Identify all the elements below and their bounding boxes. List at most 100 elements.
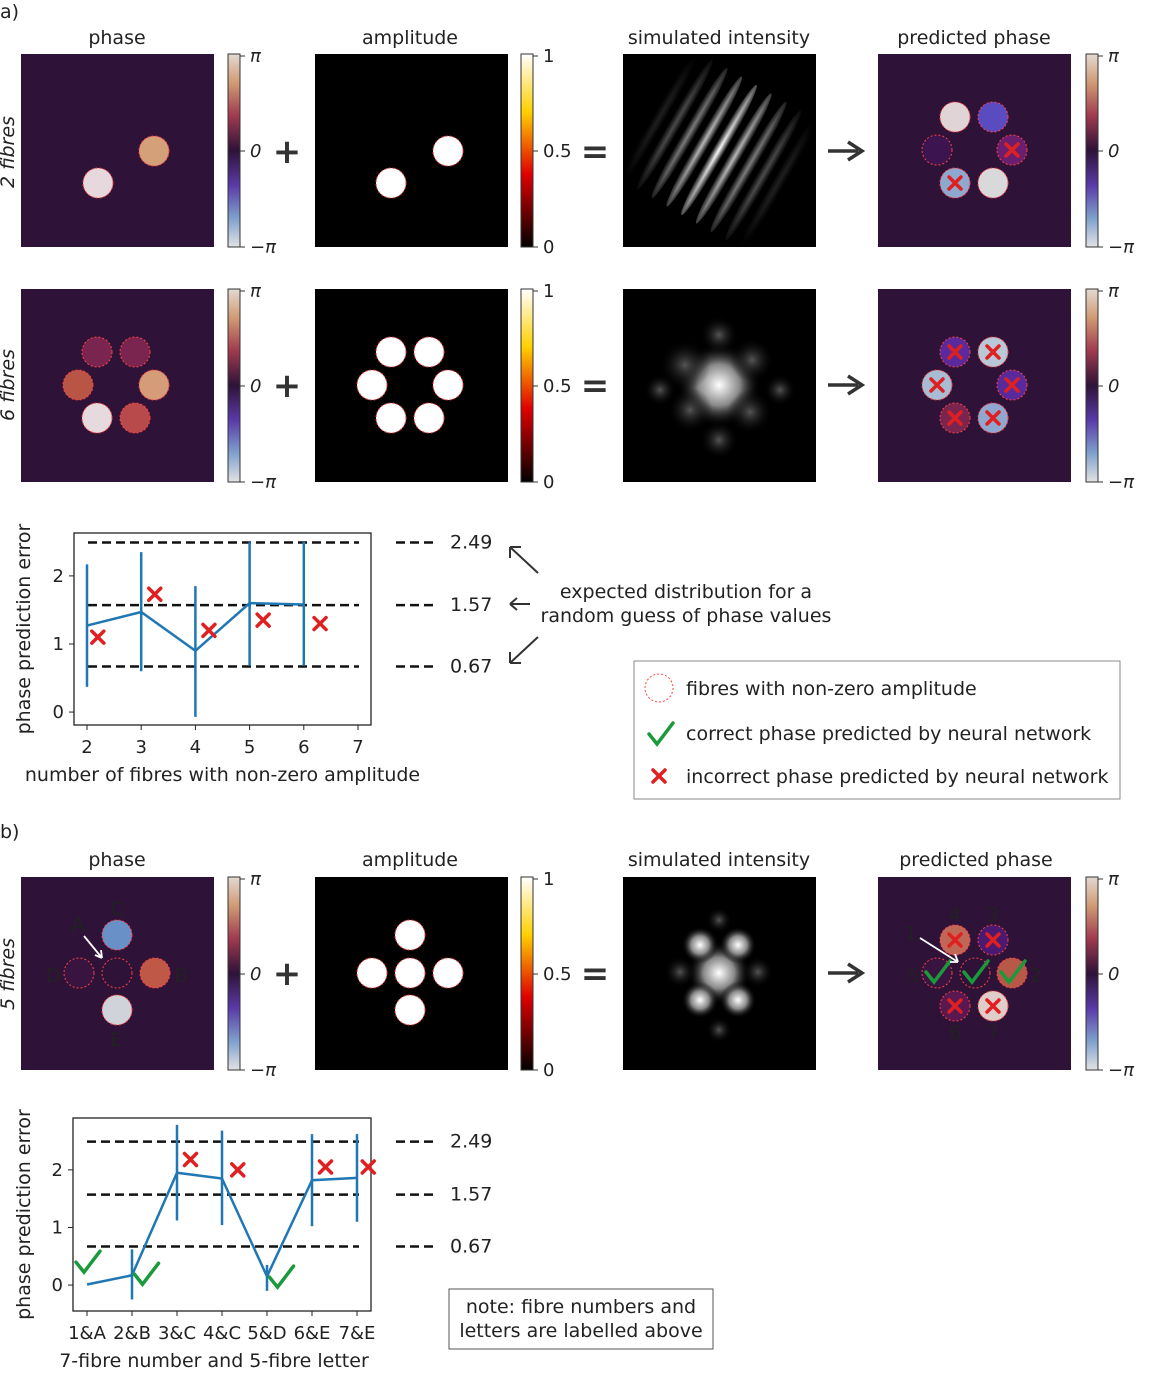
fibre-letter-label: C	[110, 898, 123, 920]
intensity-speckle	[681, 926, 719, 964]
amplitude-fibre	[413, 336, 445, 368]
amplitude-fibre	[394, 994, 426, 1026]
fringe	[651, 67, 728, 199]
phase-colorbar	[1085, 53, 1099, 248]
plus-symbol: +	[273, 132, 302, 172]
cross-marker	[985, 932, 1001, 948]
annotation-arrow-icon	[509, 597, 530, 611]
phase-colorbar	[227, 288, 241, 483]
x-tick-label: 7&E	[339, 1323, 376, 1344]
cross-stroke	[651, 768, 667, 784]
prediction-check-marker	[132, 1261, 161, 1288]
amplitude-fibre	[394, 919, 426, 951]
phase-fibre	[81, 402, 113, 434]
intensity-speckle	[764, 374, 796, 406]
prediction-cross-marker	[90, 629, 106, 645]
fibre-letter-label: B	[174, 965, 187, 987]
reference-line-label: 1.57	[450, 594, 492, 616]
cross-stroke	[317, 1159, 334, 1175]
prediction-cross-marker	[360, 1159, 376, 1175]
cross-stroke	[312, 615, 328, 632]
intensity-speckle	[719, 981, 757, 1019]
column-title: predicted phase	[897, 27, 1051, 49]
reference-line-label: 0.67	[450, 655, 492, 677]
prediction-cross-marker	[255, 612, 271, 628]
equals-symbol: =	[581, 954, 610, 994]
x-tick-label: 5&D	[247, 1323, 286, 1344]
colorbar-tick-label: π	[1108, 46, 1120, 67]
cross-stroke	[985, 344, 1001, 360]
note-text: note: fibre numbers and	[466, 1296, 696, 1318]
y-axis-label: phase prediction error	[13, 523, 35, 734]
fringe	[636, 59, 713, 190]
intensity-speckle	[727, 389, 773, 435]
prediction-check-marker	[267, 1264, 296, 1291]
colorbar-tick-label: 1	[543, 869, 554, 890]
cross-marker	[947, 344, 963, 360]
check-marker	[999, 959, 1027, 985]
panel-b-label: b)	[0, 821, 19, 843]
y-tick-label: 1	[52, 1217, 63, 1238]
x-tick-label: 1&A	[68, 1323, 106, 1344]
phase-fibre-E	[101, 994, 133, 1026]
annotation-text: expected distribution for a	[560, 581, 812, 603]
prediction-cross-marker	[147, 586, 163, 603]
amplitude-fibre	[432, 369, 464, 401]
panel-a-label: a)	[0, 1, 19, 23]
cross-stroke	[947, 344, 963, 360]
fringe	[710, 101, 787, 233]
colorbar-tick-label: π	[250, 46, 262, 67]
colorbar-tick-label: 0.5	[543, 964, 572, 985]
colorbar-tick-label: −π	[1108, 1060, 1135, 1081]
colorbar-tick-label: −π	[250, 472, 277, 493]
cross-stroke	[985, 932, 1001, 948]
amplitude-colorbar	[520, 876, 534, 1071]
intensity-speckle	[719, 926, 757, 964]
cross-stroke	[947, 175, 963, 191]
phase-colorbar	[227, 876, 241, 1071]
intensity-speckle	[706, 1017, 732, 1043]
equals-symbol: =	[581, 132, 610, 172]
intensity-speckle	[699, 315, 739, 355]
pointer-arrow-icon	[83, 935, 103, 959]
column-title: simulated intensity	[628, 27, 810, 49]
column-title: amplitude	[362, 27, 458, 49]
fibre-letter-label: A	[72, 914, 85, 936]
fibre-number-label: 1	[905, 923, 917, 945]
y-tick-label: 2	[53, 566, 64, 587]
fringe	[695, 93, 772, 224]
amplitude-colorbar	[520, 53, 534, 248]
note-box	[448, 1288, 714, 1350]
prediction-cross-marker	[317, 1159, 334, 1175]
phase-fibre-B	[139, 957, 171, 989]
x-axis-label: 7-fibre number and 5-fibre letter	[59, 1350, 369, 1372]
prediction-cross-marker	[182, 1151, 199, 1168]
colorbar-tick-label: 0	[250, 376, 261, 397]
cross-stroke	[230, 1162, 246, 1178]
annotation-arrow-icon	[509, 546, 539, 574]
amplitude-fibre	[356, 369, 388, 401]
predicted-fibre	[977, 101, 1009, 133]
amplitude-colorbar	[520, 288, 534, 483]
phase-fibre	[82, 167, 114, 199]
cross-stroke	[1004, 142, 1020, 158]
cross-legend-icon	[651, 768, 667, 784]
phase-fibre	[62, 369, 94, 401]
colorbar-tick-label: 1	[543, 46, 554, 67]
check-legend-icon	[647, 721, 675, 747]
colorbar-tick-label: −π	[250, 237, 277, 258]
intensity-speckle	[742, 956, 774, 988]
colorbar-tick-label: 0	[1108, 141, 1119, 162]
colorbar-tick-label: 0	[1108, 964, 1119, 985]
colorbar-tick-label: −π	[1108, 472, 1135, 493]
fringe	[681, 84, 757, 216]
phase-fibre	[119, 402, 151, 434]
predicted-fibre	[921, 134, 953, 166]
intensity-fringes	[623, 54, 816, 247]
cross-marker	[947, 175, 963, 191]
check-marker	[924, 959, 952, 985]
legend-entry: incorrect phase predicted by neural netw…	[686, 766, 1108, 788]
colorbar-tick-label: 0.5	[543, 141, 572, 162]
annotation-text: random guess of phase values	[541, 605, 832, 627]
row-label-5-fibres: 5 fibres	[0, 938, 19, 1010]
